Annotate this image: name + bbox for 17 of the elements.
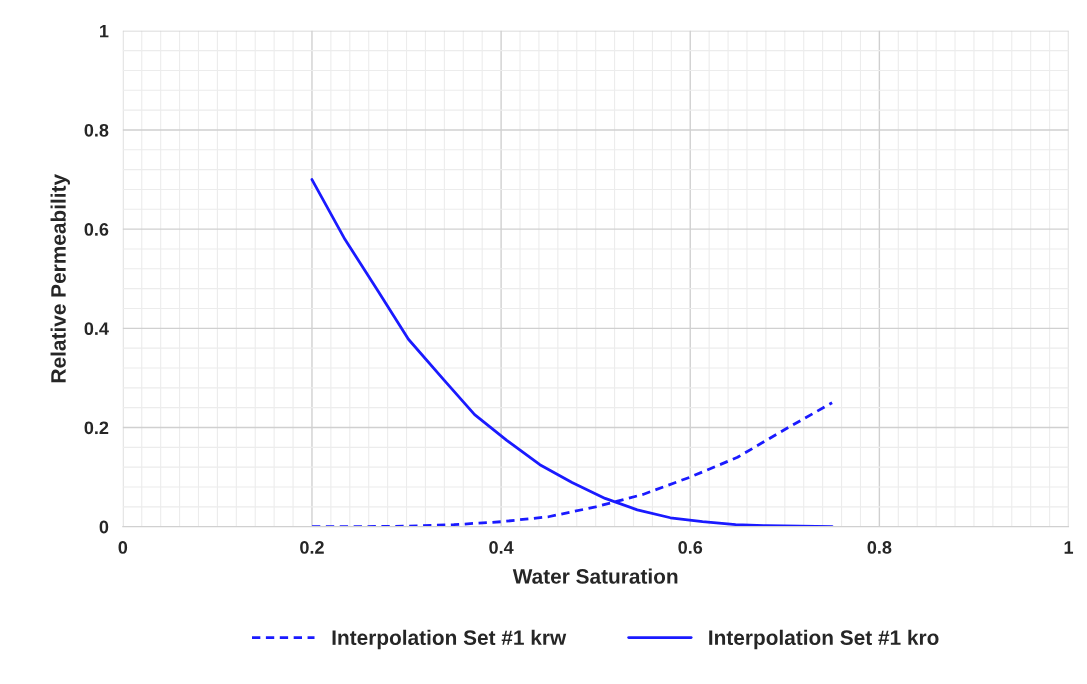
x-axis-title: Water Saturation (512, 568, 678, 584)
x-tick-label: 1 (1064, 541, 1074, 554)
legend-label: Interpolation Set #1 kro (709, 629, 939, 650)
y-axis-title: Relative Permeability (50, 174, 70, 383)
y-tick-label: 0.2 (84, 421, 109, 435)
x-tick-label: 0.8 (867, 541, 892, 554)
x-tick-label: 0.6 (678, 541, 703, 554)
y-tick-label: 0.4 (84, 322, 109, 336)
x-tick-label: 0.4 (489, 541, 514, 554)
y-tick-label: 1 (100, 24, 109, 38)
x-tick-label: 0.2 (300, 541, 324, 554)
line-series (310, 178, 834, 527)
x-tick-label: 0 (118, 541, 128, 554)
y-tick-label: 0.6 (84, 223, 109, 236)
y-tick-label: 0.8 (84, 123, 109, 137)
y-tick-label: 0 (99, 520, 109, 534)
legend-label: Interpolation Set #1 krw (332, 629, 567, 650)
